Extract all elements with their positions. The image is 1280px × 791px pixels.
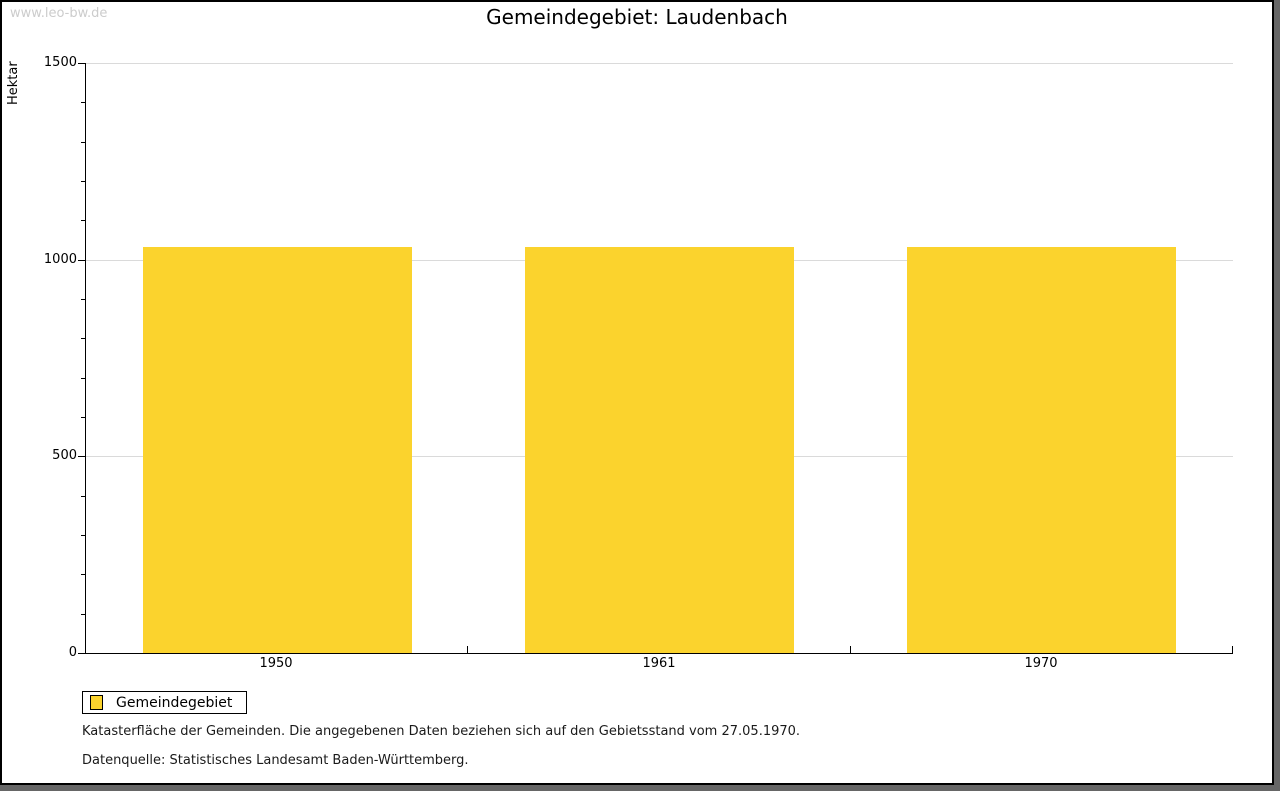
chart-title: Gemeindegebiet: Laudenbach: [486, 5, 788, 29]
footnote-data-source: Datenquelle: Statistisches Landesamt Bad…: [82, 753, 469, 768]
bar-1970: [907, 247, 1176, 653]
legend-swatch-icon: [90, 695, 103, 710]
bar-1950: [143, 247, 412, 653]
y-axis-major-tick-500: [78, 456, 85, 457]
y-axis-tick-label-0: 0: [68, 645, 77, 660]
y-axis-tick-label-1500: 1500: [43, 55, 77, 70]
y-axis-tick-label-1000: 1000: [43, 252, 77, 267]
legend: Gemeindegebiet: [82, 691, 248, 714]
y-axis-minor-tick-600: [81, 417, 85, 418]
x-axis-boundary-tick-3: [1232, 646, 1233, 653]
watermark: www.leo-bw.de: [10, 6, 108, 21]
x-axis-tick-label-1961: 1961: [642, 656, 676, 671]
plot-area: [85, 63, 1233, 654]
y-axis-minor-tick-900: [81, 299, 85, 300]
y-axis-major-tick-1500: [78, 63, 85, 64]
y-axis-minor-tick-700: [81, 378, 85, 379]
y-axis-minor-tick-1400: [81, 102, 85, 103]
y-axis-minor-tick-100: [81, 614, 85, 615]
x-axis-tick-label-1950: 1950: [259, 656, 293, 671]
y-axis-minor-tick-200: [81, 574, 85, 575]
y-axis-major-tick-0: [78, 653, 85, 654]
y-axis-minor-tick-1300: [81, 142, 85, 143]
x-axis-tick-label-1970: 1970: [1024, 656, 1058, 671]
footnote-source-note: Katasterfläche der Gemeinden. Die angege…: [82, 724, 801, 739]
legend-label: Gemeindegebiet: [116, 694, 233, 711]
bar-1961: [525, 247, 794, 653]
gridline-1500: [86, 63, 1233, 64]
y-axis-tick-label-500: 500: [52, 448, 77, 463]
y-axis-minor-tick-1100: [81, 220, 85, 221]
y-axis-minor-tick-800: [81, 338, 85, 339]
y-axis-minor-tick-300: [81, 535, 85, 536]
x-axis-boundary-tick-1: [467, 646, 468, 653]
y-axis-major-tick-1000: [78, 260, 85, 261]
y-axis-minor-tick-400: [81, 496, 85, 497]
x-axis-boundary-tick-2: [850, 646, 851, 653]
y-axis-minor-tick-1200: [81, 181, 85, 182]
